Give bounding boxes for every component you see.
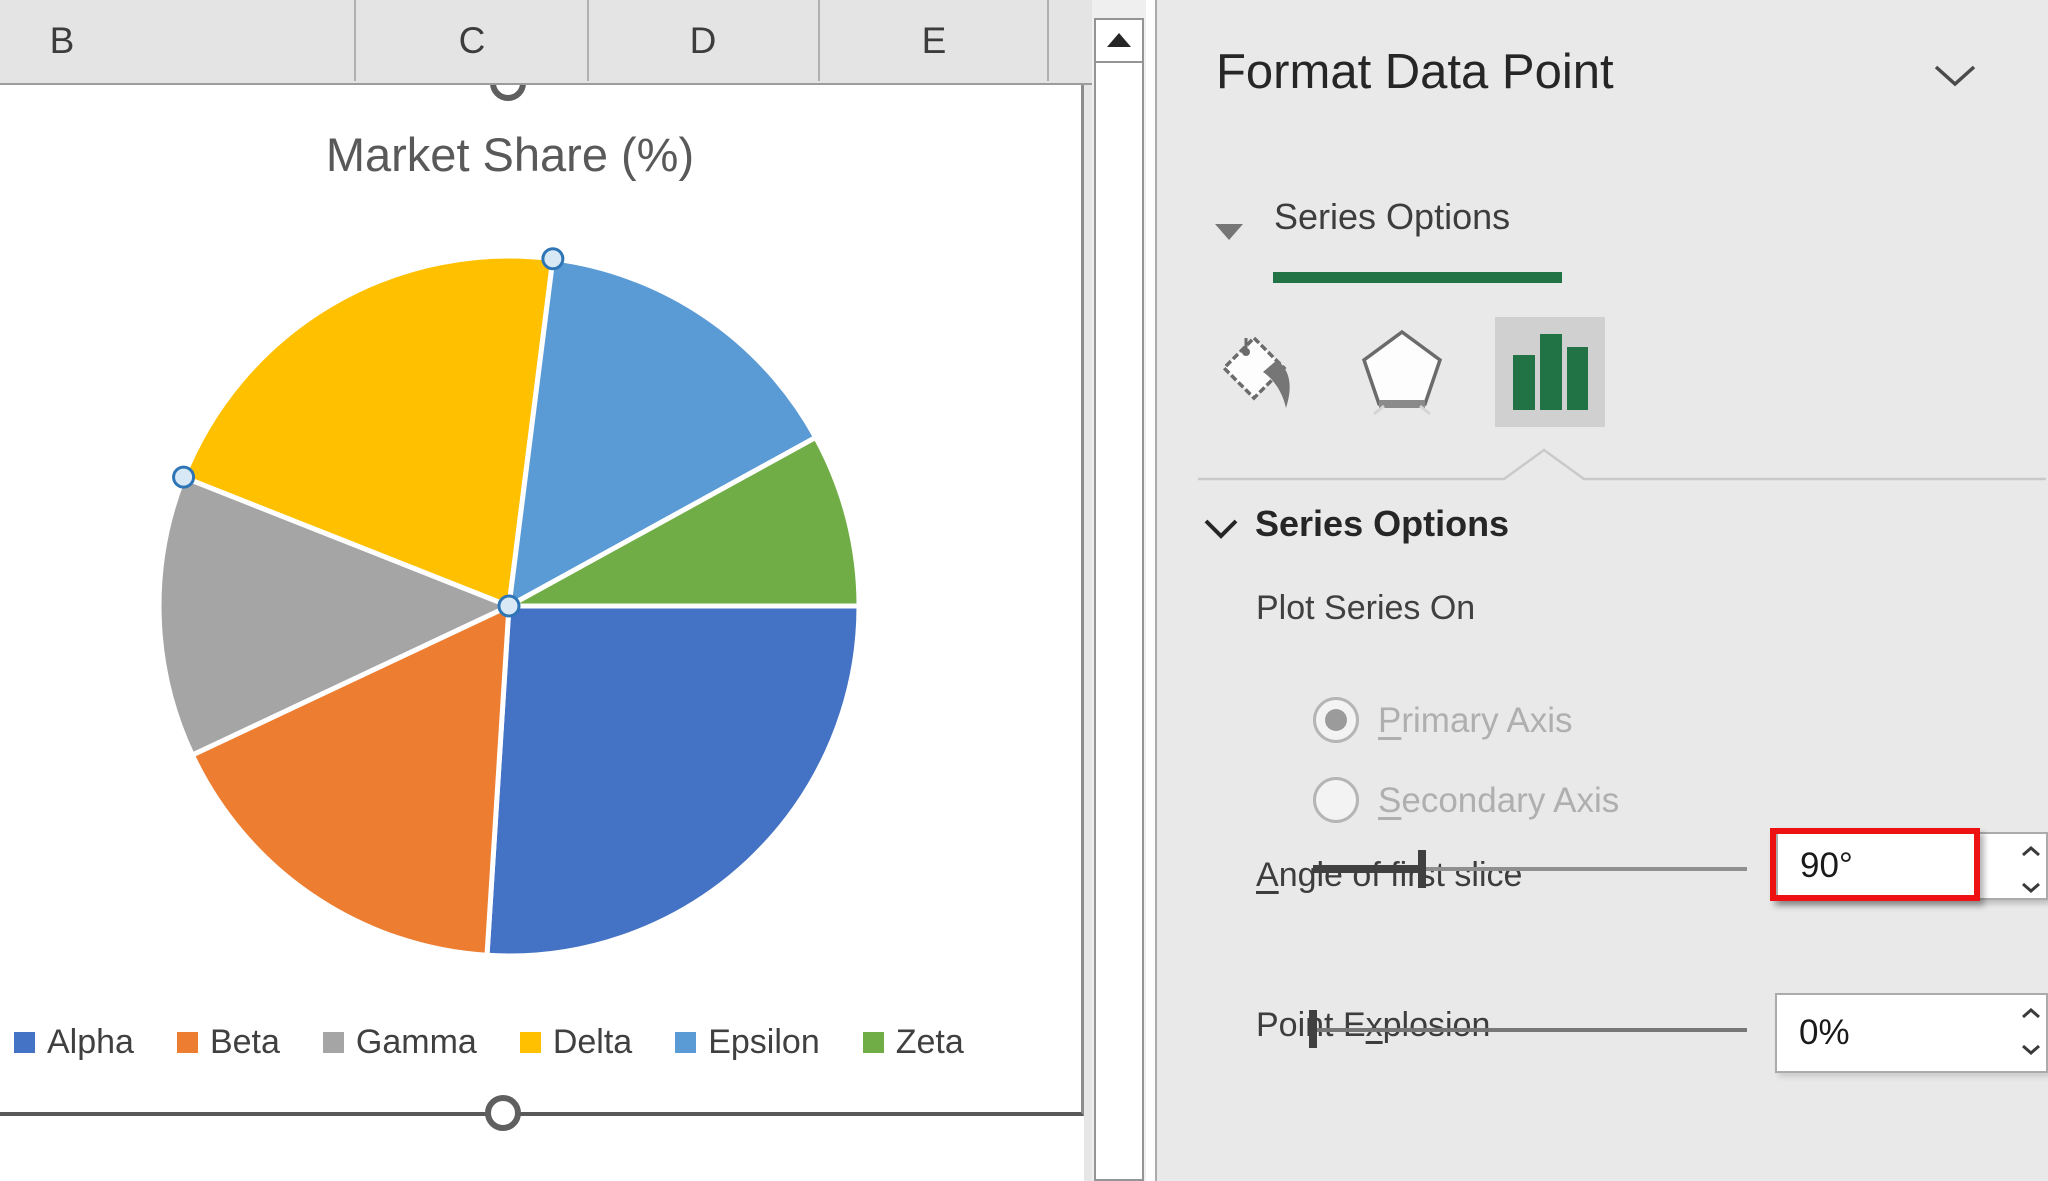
scroll-up-button[interactable]: [1094, 18, 1144, 63]
chart-legend[interactable]: Alpha Beta Gamma Delta Epsilon Zeta: [14, 1023, 1074, 1062]
angle-of-first-slice-label: Angle of first slice: [1256, 856, 1523, 894]
legend-item[interactable]: Gamma: [322, 1023, 477, 1062]
series-options-tab[interactable]: Series Options: [1274, 196, 1511, 237]
pane-collapse-chevron-icon[interactable]: [1933, 64, 1977, 88]
explosion-spin-down-icon[interactable]: [2020, 1043, 2042, 1056]
angle-slider-filled-track[interactable]: [1313, 865, 1422, 873]
explosion-value-field[interactable]: 0%: [1775, 993, 2048, 1073]
legend-label: Delta: [552, 1023, 633, 1061]
angle-slider-track[interactable]: [1313, 867, 1747, 871]
explosion-spin-up-icon[interactable]: [2020, 1007, 2042, 1020]
tab-active-underline: [1273, 272, 1562, 283]
secondary-axis-radio[interactable]: [1313, 777, 1359, 823]
tab-series-options-selected[interactable]: [1495, 317, 1605, 427]
pane-title: Format Data Point: [1216, 45, 1614, 99]
pie-slice-delta[interactable]: [180, 253, 556, 610]
pie-chart[interactable]: [0, 83, 1081, 1112]
legend-item[interactable]: Epsilon: [675, 1023, 820, 1062]
secondary-axis-label: Secondary Axis: [1378, 781, 1620, 820]
data-point-selection-handle[interactable]: [172, 465, 196, 489]
angle-spin-down-icon[interactable]: [2020, 881, 2042, 894]
paint-bucket-icon: [1221, 335, 1290, 408]
pie-slice-zeta[interactable]: [507, 434, 862, 609]
legend-label: Beta: [209, 1023, 280, 1061]
legend-swatch: [862, 1032, 884, 1053]
primary-axis-radio[interactable]: [1313, 697, 1359, 743]
pie-slice-alpha[interactable]: [484, 603, 862, 959]
series-options-dropdown-icon[interactable]: [1215, 224, 1243, 240]
scrollbar-thumb[interactable]: [1094, 63, 1144, 1181]
plot-series-on-label: Plot Series On: [1256, 589, 1476, 627]
legend-item[interactable]: Alpha: [14, 1023, 134, 1062]
pie-slice-beta[interactable]: [188, 601, 512, 958]
data-point-selection-handle[interactable]: [497, 594, 521, 618]
explosion-slider-track[interactable]: [1313, 1028, 1747, 1032]
explosion-slider-thumb[interactable]: [1309, 1010, 1317, 1048]
tab-fill-and-line[interactable]: [1201, 317, 1311, 427]
column-header-d[interactable]: D: [589, 0, 820, 81]
column-header-e[interactable]: E: [820, 0, 1049, 81]
series-options-section-header[interactable]: Series Options: [1255, 503, 1510, 544]
pie-slice-gamma[interactable]: [156, 473, 516, 759]
legend-swatch: [675, 1032, 697, 1053]
legend-item[interactable]: Beta: [176, 1023, 280, 1062]
explosion-value: 0%: [1799, 1013, 1850, 1052]
chart-object[interactable]: Market Share (%) Alpha Beta Gamma Delta Epsi…: [0, 65, 1084, 1131]
pie-slice-epsilon[interactable]: [505, 256, 820, 611]
bar-chart-icon: [1513, 334, 1588, 410]
data-point-selection-handle[interactable]: [541, 247, 565, 271]
legend-label: Alpha: [47, 1023, 134, 1061]
angle-slider-thumb[interactable]: [1417, 850, 1426, 888]
annotation-highlight-box: [1770, 828, 1980, 901]
angle-spin-up-icon[interactable]: [2020, 845, 2042, 858]
angle-value-field[interactable]: 90°: [1776, 832, 2048, 900]
column-header-b[interactable]: B: [0, 0, 356, 81]
legend-item[interactable]: Zeta: [862, 1023, 964, 1062]
legend-swatch: [519, 1032, 541, 1053]
tab-effects[interactable]: [1347, 317, 1457, 427]
point-explosion-label: Point Explosion: [1256, 1006, 1491, 1044]
legend-label: Epsilon: [708, 1023, 820, 1061]
chart-resize-handle-bottom[interactable]: [485, 1095, 521, 1131]
format-data-point-pane: Format Data Point Series Options: [1157, 0, 2048, 1181]
legend-label: Gamma: [355, 1023, 477, 1061]
angle-value: 90°: [1800, 846, 1853, 885]
legend-swatch: [14, 1032, 35, 1053]
legend-swatch: [176, 1032, 198, 1053]
legend-swatch: [322, 1032, 344, 1053]
sheet-gap: [1084, 0, 1092, 1181]
chart-title[interactable]: Market Share (%): [325, 128, 695, 181]
column-headers: B C D E: [0, 0, 1092, 85]
primary-axis-label: Primary Axis: [1378, 701, 1573, 740]
section-collapse-chevron-icon[interactable]: [1203, 518, 1239, 540]
legend-label: Zeta: [895, 1023, 964, 1061]
scroll-up-arrow-icon: [1107, 33, 1131, 47]
column-header-c[interactable]: C: [356, 0, 589, 81]
column-header-partial: [1049, 0, 1090, 81]
worksheet-area: Market Share (%) Alpha Beta Gamma Delta Epsi…: [0, 0, 1092, 1181]
legend-item[interactable]: Delta: [519, 1023, 633, 1062]
vertical-scrollbar[interactable]: [1092, 0, 1146, 1181]
pentagon-effects-icon: [1361, 329, 1443, 416]
pane-divider: [1155, 0, 1157, 1181]
tab-pointer-divider: [1198, 448, 2046, 481]
radio-selected-dot: [1325, 709, 1347, 731]
